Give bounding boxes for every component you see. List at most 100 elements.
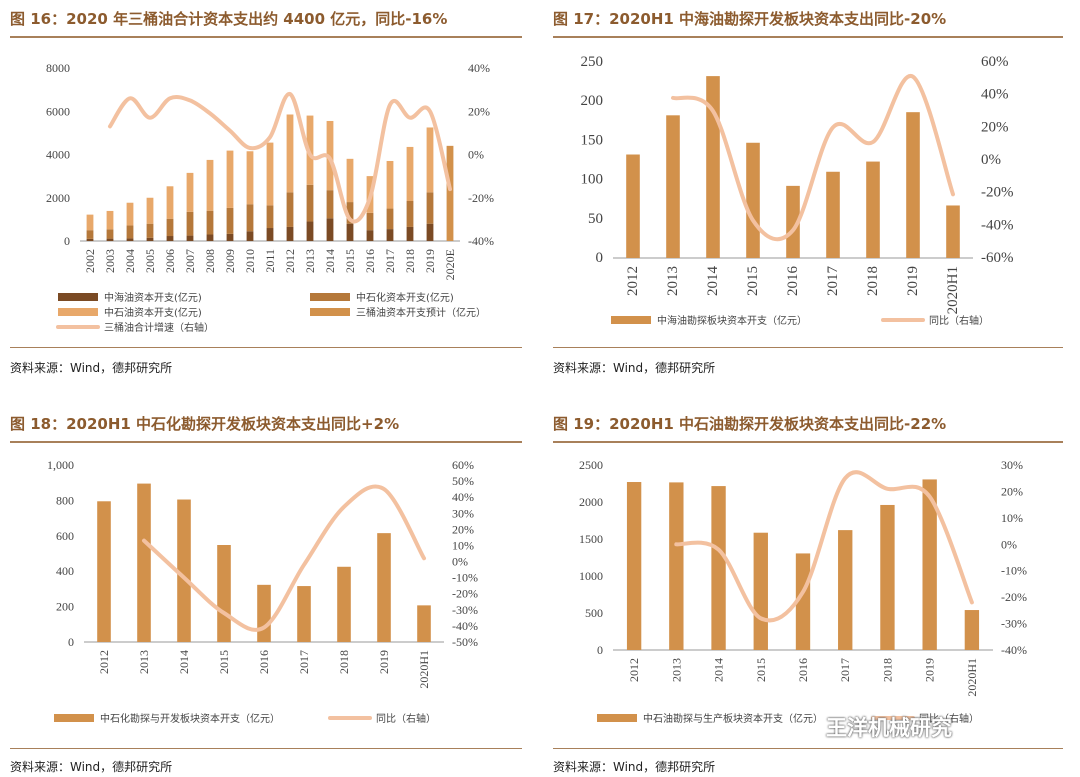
bar bbox=[626, 154, 640, 258]
x-tick-label: 2014 bbox=[323, 249, 337, 273]
y2-tick-label: 10% bbox=[452, 538, 474, 552]
y2-tick-label: -50% bbox=[452, 635, 478, 649]
bar bbox=[257, 584, 271, 642]
y-tick-label: 200 bbox=[581, 93, 604, 109]
legend-label: 中海油勘探板块资本开支（亿元） bbox=[657, 314, 807, 327]
watermark: 王洋机械研究 bbox=[826, 716, 952, 740]
bar bbox=[880, 504, 895, 650]
y2-tick-label: 50% bbox=[452, 474, 474, 488]
legend-label: 同比（右轴） bbox=[919, 712, 979, 725]
bar-segment bbox=[286, 114, 294, 193]
y-tick-label: 8000 bbox=[46, 61, 70, 75]
bar bbox=[297, 586, 311, 642]
y2-tick-label: 10% bbox=[1001, 511, 1023, 525]
y2-tick-label: 0% bbox=[981, 152, 1001, 168]
y-tick-label: 800 bbox=[56, 493, 74, 507]
y2-tick-label: 40% bbox=[468, 61, 490, 75]
source-note: 资料来源：Wind，德邦研究所 bbox=[553, 361, 716, 375]
bar-segment bbox=[206, 210, 214, 235]
legend-swatch bbox=[54, 714, 94, 722]
x-tick-label: 2020H1 bbox=[965, 658, 979, 697]
bar-segment bbox=[406, 146, 414, 201]
x-tick-label: 2019 bbox=[923, 658, 937, 682]
chart-panel-19: 图 19：2020H1 中石油勘探开发板块资本支出同比-22% 0 500 1000… bbox=[553, 413, 1063, 777]
bar-segment bbox=[346, 202, 354, 224]
y2-tick-label: 40% bbox=[452, 490, 474, 504]
bar-segment bbox=[246, 231, 254, 241]
bar-segment bbox=[286, 192, 294, 227]
bar-segment bbox=[166, 218, 174, 237]
x-tick-label: 2009 bbox=[223, 249, 237, 273]
x-tick-label: 2016 bbox=[363, 249, 377, 273]
bar-segment bbox=[406, 200, 414, 227]
y-tick-label: 0 bbox=[64, 234, 70, 248]
y2-tick-label: 30% bbox=[452, 506, 474, 520]
legend-label: 三桶油合计增速（右轴） bbox=[104, 321, 214, 334]
bar bbox=[626, 482, 642, 650]
bar-segment bbox=[186, 211, 194, 236]
x-tick-label: 2016 bbox=[796, 658, 810, 682]
legend-label: 同比（右轴） bbox=[929, 314, 989, 327]
x-tick-label: 2016 bbox=[257, 650, 271, 674]
bar-segment bbox=[346, 158, 354, 203]
bar-segment bbox=[126, 225, 134, 239]
bar-segment bbox=[306, 221, 314, 241]
y-tick-label: 100 bbox=[581, 172, 604, 188]
y-tick-label: 50 bbox=[588, 211, 603, 227]
legend-label: 中石油资本开支(亿元) bbox=[104, 306, 202, 319]
x-tick-label: 2013 bbox=[665, 266, 681, 296]
bar-segment bbox=[146, 237, 154, 241]
title-rule bbox=[553, 441, 1063, 443]
bar bbox=[417, 605, 431, 642]
x-tick-label: 2002 bbox=[83, 249, 97, 273]
bar-segment bbox=[306, 184, 314, 222]
y2-tick-label: 20% bbox=[981, 119, 1009, 135]
y-tick-label: 6000 bbox=[46, 104, 70, 118]
bar bbox=[753, 532, 768, 650]
x-tick-label: 2018 bbox=[880, 658, 894, 682]
legend-label: 三桶油资本开支预计（亿元） bbox=[356, 306, 486, 319]
bar bbox=[669, 482, 684, 650]
bar-segment bbox=[226, 233, 234, 241]
y2-tick-label: -40% bbox=[1001, 643, 1027, 657]
bar-segment bbox=[446, 145, 454, 241]
x-tick-label: 2013 bbox=[137, 650, 151, 674]
bar-segment bbox=[266, 142, 274, 206]
x-tick-label: 2017 bbox=[825, 266, 841, 297]
x-tick-label: 2020H1 bbox=[945, 266, 961, 314]
x-tick-label: 2014 bbox=[705, 266, 721, 297]
legend-swatch bbox=[597, 714, 637, 722]
bar-segment bbox=[246, 151, 254, 205]
x-tick-label: 2013 bbox=[669, 658, 683, 682]
x-tick-label: 2015 bbox=[745, 266, 761, 296]
x-tick-label: 2020H1 bbox=[417, 650, 431, 689]
chart-title: 图 19：2020H1 中石油勘探开发板块资本支出同比-22% bbox=[553, 415, 947, 433]
y2-tick-label: -40% bbox=[452, 619, 478, 633]
y-tick-label: 1500 bbox=[579, 532, 603, 546]
bar-segment bbox=[126, 238, 134, 241]
bar-segment bbox=[386, 229, 394, 241]
legend-label: 中石化勘探与开发板块资本开支（亿元） bbox=[100, 712, 280, 725]
y2-tick-label: -60% bbox=[981, 250, 1014, 266]
y2-tick-label: -20% bbox=[981, 185, 1014, 201]
bar-segment bbox=[346, 223, 354, 241]
chart-title: 图 16：2020 年三桶油合计资本支出约 4400 亿元，同比-16% bbox=[10, 10, 448, 28]
bar-segment bbox=[426, 192, 434, 224]
y-tick-label: 0 bbox=[596, 250, 604, 266]
bottom-rule bbox=[10, 347, 522, 348]
y2-tick-label: 0% bbox=[452, 555, 468, 569]
x-tick-label: 2017 bbox=[297, 650, 311, 674]
x-tick-label: 2017 bbox=[383, 249, 397, 273]
y-tick-label: 1,000 bbox=[47, 458, 74, 472]
bar-segment bbox=[166, 186, 174, 219]
title-rule bbox=[553, 36, 1063, 38]
x-tick-label: 2012 bbox=[625, 266, 641, 296]
legend-label: 中海油资本开支(亿元) bbox=[104, 291, 202, 304]
chart-canvas: 0 50 100 150 200 250 60% 40% 20% 0% -20% -40% -60% 20… bbox=[581, 54, 1014, 327]
chart-title: 图 18：2020H1 中石化勘探开发板块资本支出同比+2% bbox=[10, 415, 400, 433]
legend-label: 同比（右轴） bbox=[376, 712, 436, 725]
x-tick-label: 2005 bbox=[143, 249, 157, 273]
bar-segment bbox=[226, 207, 234, 234]
bar-segment bbox=[266, 228, 274, 241]
y2-tick-label: -20% bbox=[1001, 590, 1027, 604]
